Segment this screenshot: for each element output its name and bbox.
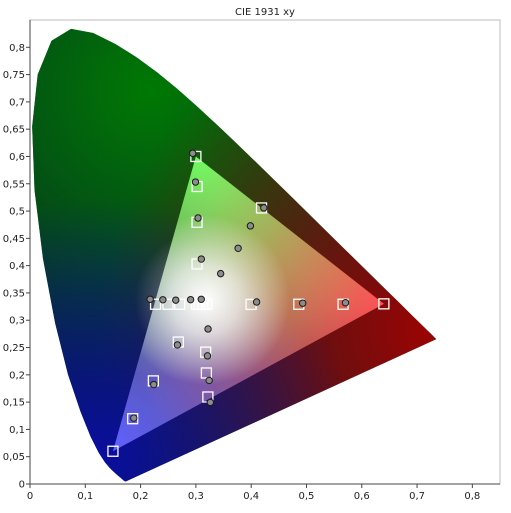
y-tick-label: 0,65: [3, 125, 25, 136]
x-tick-label: 0,7: [409, 491, 425, 502]
y-tick-label: 0: [19, 480, 25, 491]
target-marker: [191, 258, 203, 270]
measured-marker: [252, 298, 261, 306]
y-tick-label: 0,2: [9, 370, 25, 381]
x-tick-label: 0,2: [133, 491, 149, 502]
y-tick-label: 0,75: [3, 70, 25, 81]
y-tick-label: 0,35: [3, 288, 25, 299]
measured-marker: [186, 295, 195, 304]
axes: 0 0,1 0,2 0,3 0,4 0,5 0,6 0,7 0,8 0 0,05 0,1 0,15 0,…: [3, 20, 500, 502]
measured-marker: [246, 222, 255, 230]
measured-marker: [159, 296, 167, 304]
measured-marker: [146, 295, 154, 303]
measured-marker: [204, 325, 212, 333]
target-marker: [174, 298, 186, 310]
measured-marker: [205, 376, 213, 385]
y-tick-label: 0,5: [9, 207, 25, 218]
x-tick-label: 0,8: [464, 491, 480, 502]
target-marker: [149, 298, 162, 310]
measured-marker: [197, 255, 206, 263]
y-tick-label: 0,25: [3, 343, 25, 354]
measured-marker: [189, 149, 197, 157]
measured-marker: [191, 178, 200, 186]
target-marker: [200, 367, 213, 379]
target-marker: [201, 298, 213, 310]
measured-marker: [234, 244, 242, 252]
y-tick-label: 0,45: [3, 234, 25, 245]
target-marker: [107, 445, 119, 457]
measured-marker: [203, 352, 212, 360]
data-markers: [107, 149, 390, 457]
y-tick-label: 0,6: [9, 152, 25, 163]
x-tick-label: 0,6: [354, 491, 370, 502]
y-tick-label: 0,7: [9, 97, 25, 108]
measured-marker: [130, 414, 138, 422]
y-tick-label: 0,15: [3, 398, 25, 409]
x-ticks: 0 0,1 0,2 0,3 0,4 0,5 0,6 0,7 0,8: [27, 484, 480, 502]
locus-outside-gamut-shade: [32, 28, 437, 482]
x-tick-label: 0,1: [77, 491, 93, 502]
y-tick-label: 0,8: [9, 43, 25, 54]
measured-marker: [173, 341, 182, 349]
y-tick-label: 0,4: [9, 261, 25, 272]
measured-marker: [299, 299, 307, 307]
chart-title: CIE 1931 xy: [235, 7, 295, 18]
measured-marker: [172, 296, 180, 304]
y-tick-label: 0,55: [3, 179, 25, 190]
measured-marker: [150, 380, 158, 389]
measured-marker: [197, 295, 205, 303]
x-tick-label: 0,4: [243, 491, 259, 502]
target-marker: [162, 298, 174, 310]
x-tick-label: 0,3: [188, 491, 204, 502]
measured-marker: [260, 204, 268, 212]
y-tick-label: 0,05: [3, 452, 25, 463]
target-marker: [378, 298, 390, 310]
measured-marker: [206, 398, 215, 407]
y-tick-label: 0,3: [9, 316, 25, 327]
x-tick-label: 0: [27, 491, 33, 502]
x-tick-label: 0,5: [299, 491, 315, 502]
measured-marker: [194, 214, 202, 222]
y-tick-label: 0,1: [9, 425, 25, 436]
target-marker: [127, 413, 139, 425]
measured-marker: [341, 299, 350, 307]
measured-marker: [216, 269, 225, 278]
y-ticks: 0 0,05 0,1 0,15 0,2 0,25 0,3 0,35 0,4 0,45 0,5 0,55…: [3, 43, 30, 491]
